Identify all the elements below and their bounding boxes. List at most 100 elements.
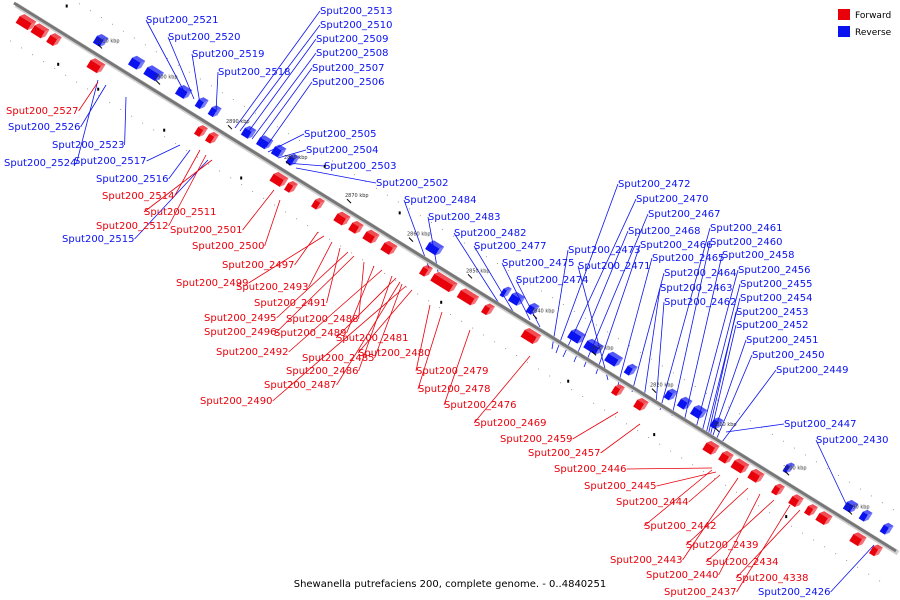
- scale-dot: [617, 338, 619, 340]
- scale-dot: [681, 457, 683, 459]
- gene-label: Sput200_2490: [200, 396, 273, 407]
- forward-gene-block: [284, 180, 298, 193]
- gene-label: Sput200_2467: [648, 209, 721, 220]
- gene-body: [143, 67, 160, 82]
- gene-body: [311, 199, 321, 210]
- leader-line: [336, 281, 401, 386]
- gene-top-face: [862, 509, 873, 515]
- scale-dot: [540, 290, 542, 292]
- gene-top-face: [571, 328, 587, 337]
- scale-dot: [892, 509, 894, 511]
- scale-dot: [738, 413, 740, 415]
- leader-line: [643, 469, 713, 527]
- forward-gene-block: [849, 532, 867, 547]
- leader-line: [124, 96, 127, 146]
- scale-dot: [485, 256, 487, 258]
- gene-side-face: [435, 246, 445, 256]
- gene-label: Sput200_2442: [644, 521, 717, 532]
- tick-label: 2890 kbp: [226, 119, 250, 125]
- gene-body: [709, 419, 719, 429]
- scale-dot: [604, 409, 606, 411]
- gene-side-face: [370, 234, 380, 244]
- gene-body: [842, 501, 854, 513]
- gene-label: Sput200_2478: [418, 384, 491, 395]
- scale-dot: [232, 99, 234, 100]
- scale-dot: [582, 396, 584, 397]
- gene-body: [879, 524, 889, 535]
- gene-body: [702, 442, 716, 455]
- gene-top-face: [883, 522, 894, 528]
- gene-top-face: [751, 468, 765, 476]
- scale-dot: [714, 478, 716, 479]
- gene-side-face: [354, 225, 364, 234]
- gene-label: Sput200_2463: [660, 283, 733, 294]
- gene-label: Sput200_2496: [204, 327, 277, 338]
- leader-line: [573, 230, 629, 363]
- gene-top-face: [147, 65, 165, 75]
- tick-mark: [532, 314, 538, 320]
- scale-dot: [527, 361, 529, 363]
- gene-body: [425, 242, 440, 256]
- gene-label: Sput200_2511: [144, 207, 217, 218]
- gene-label: Sput200_2450: [752, 350, 825, 361]
- scale-dot: [406, 286, 408, 288]
- forward-gene-block: [419, 264, 433, 277]
- gene-top-face: [608, 351, 624, 360]
- reverse-gene-block: [663, 388, 678, 401]
- gene-side-face: [155, 72, 165, 82]
- gene-label: Sput200_2477: [474, 241, 547, 252]
- gene-body: [611, 386, 621, 396]
- forward-gene-block: [788, 494, 804, 508]
- forward-gene-block: [481, 303, 495, 316]
- forward-gene-block: [30, 23, 50, 39]
- scale-dot: [879, 580, 881, 582]
- gene-top-face: [713, 417, 724, 423]
- gene-top-face: [19, 14, 37, 24]
- scale-dot: [551, 297, 553, 299]
- gene-body: [869, 546, 879, 557]
- gene-side-face: [616, 387, 625, 396]
- gene-side-face: [388, 246, 398, 255]
- gene-side-face: [530, 306, 540, 315]
- label-leader-lines: [76, 10, 875, 593]
- gene-label: Sput200_2465: [652, 253, 725, 264]
- gene-side-face: [40, 29, 50, 39]
- gene-body: [46, 34, 58, 47]
- forward-gene-block: [194, 125, 208, 137]
- gene-label: Sput200_2499: [176, 278, 249, 289]
- scale-dot: [439, 307, 441, 309]
- scale-dot: [43, 61, 45, 63]
- gene-side-face: [628, 366, 638, 376]
- legend: Forward Reverse: [838, 9, 892, 38]
- gene-top-face: [734, 458, 750, 467]
- scale-dot: [529, 283, 531, 285]
- gene-top-face: [245, 125, 257, 132]
- gene-label: Sput200_2524: [4, 158, 77, 169]
- scale-dot: [670, 450, 672, 452]
- forward-gene-block: [815, 511, 833, 526]
- gene-side-face: [290, 156, 300, 166]
- gene-side-face: [740, 464, 750, 474]
- scale-dot: [615, 416, 617, 418]
- leader-line: [453, 232, 501, 306]
- scale-dot: [857, 566, 859, 568]
- gene-body: [127, 57, 141, 70]
- tick-label: 2790 kbp: [846, 504, 870, 510]
- gene-top-face: [366, 229, 380, 237]
- gene-side-face: [516, 297, 526, 306]
- reverse-gene-block: [782, 462, 795, 474]
- reverse-gene-block: [507, 291, 526, 306]
- gene-label: Sput200_2473: [568, 245, 641, 256]
- gene-top-face: [847, 499, 859, 506]
- gene-body: [788, 496, 800, 508]
- scale-dot: [274, 204, 276, 206]
- gene-body: [858, 511, 868, 522]
- gene-top-face: [460, 288, 480, 299]
- leader-line: [683, 254, 723, 423]
- scale-dot: [230, 177, 232, 179]
- gene-label: Sput200_2508: [316, 48, 389, 59]
- gene-label: Sput200_2449: [776, 365, 849, 376]
- forward-gene-block: [205, 131, 219, 144]
- gene-side-face: [289, 184, 298, 193]
